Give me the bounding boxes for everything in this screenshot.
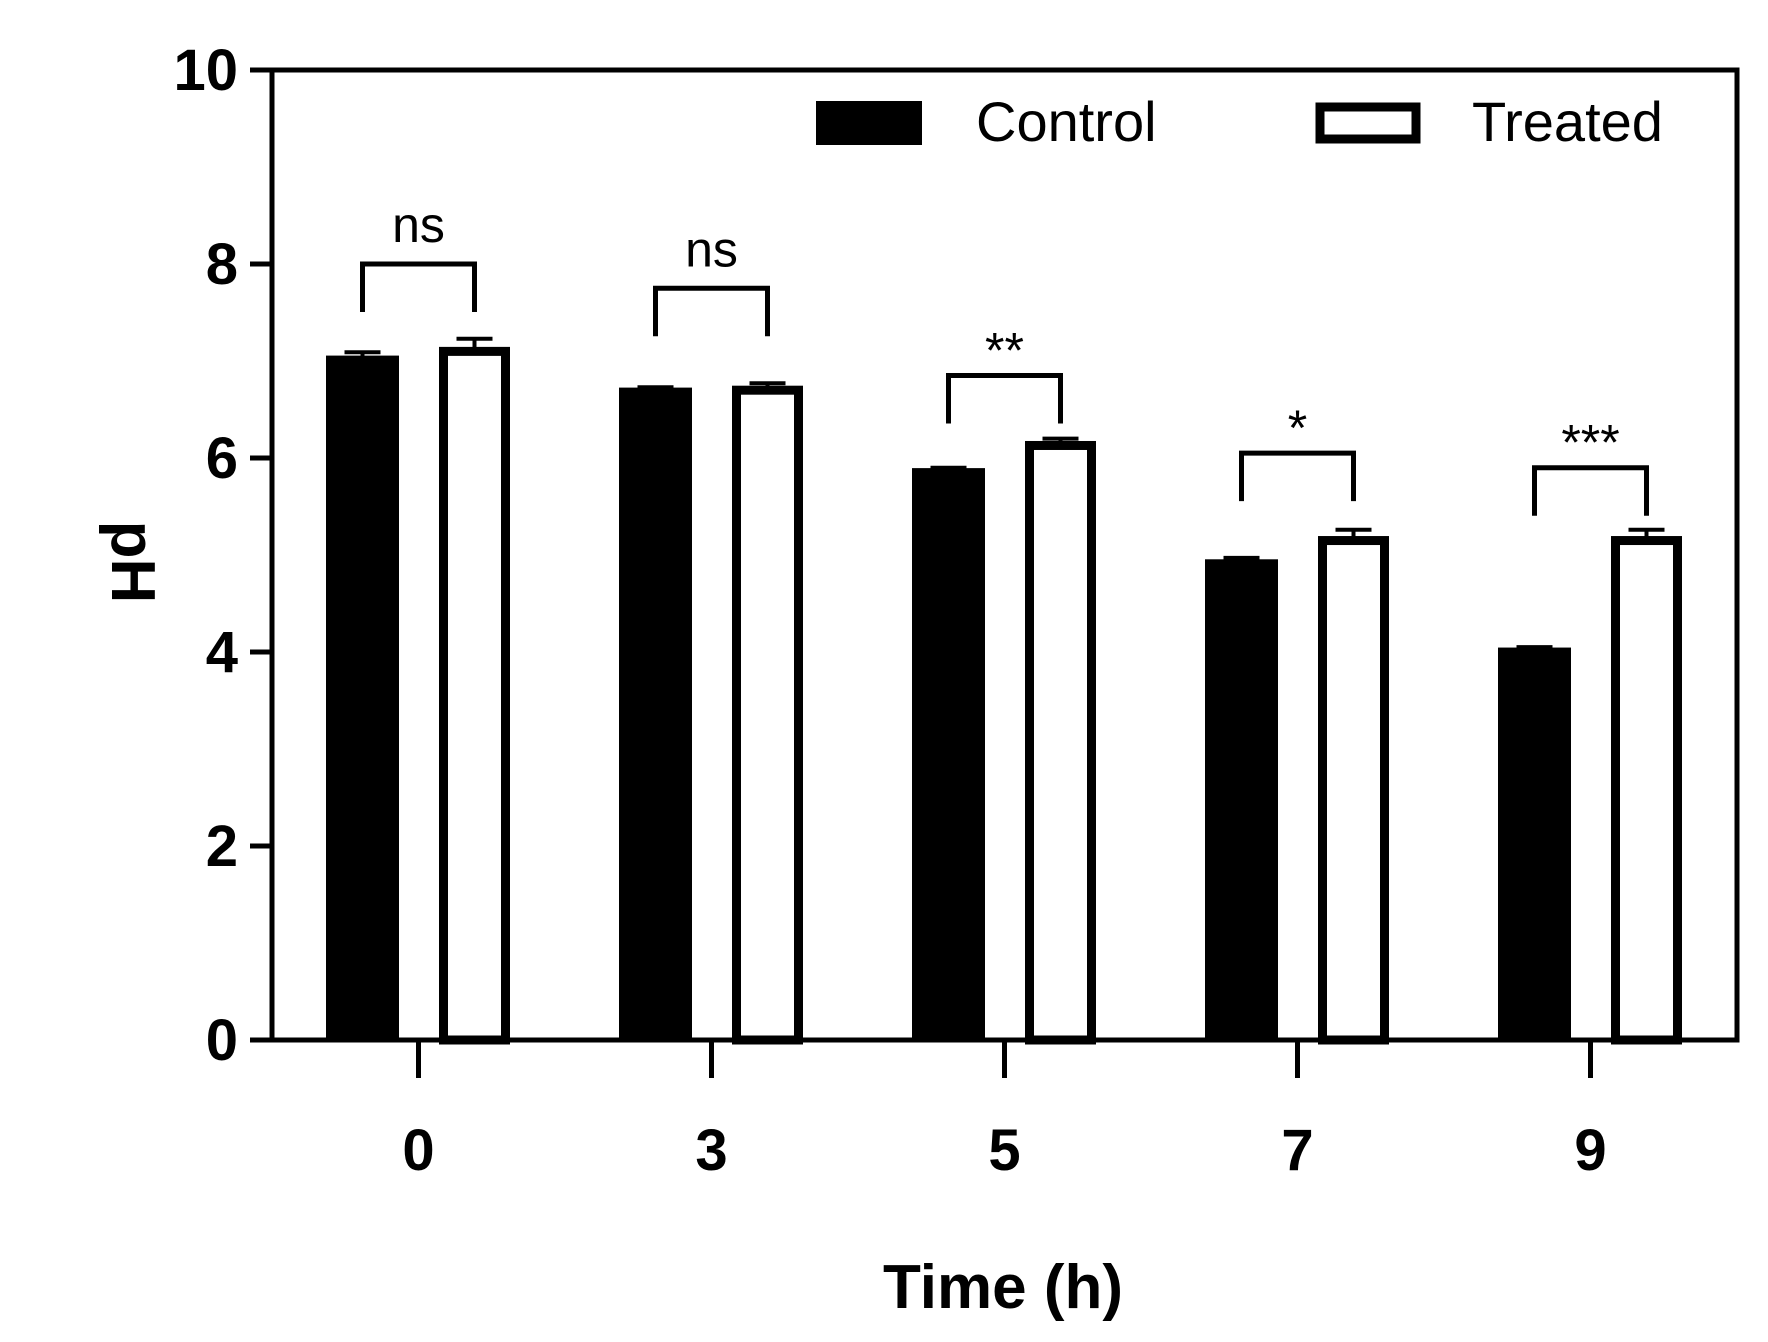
legend-control-label: Control [976,90,1157,153]
x-axis-title: Time (h) [883,1253,1123,1322]
treated-bar [1611,536,1682,1045]
legend: Control Treated [816,90,1663,153]
significance-label: *** [1561,415,1619,471]
control-bar [912,468,985,1043]
y-tick-label: 6 [206,426,238,491]
y-tick-label: 0 [206,1008,238,1073]
x-tick-label: 3 [695,1118,727,1183]
x-tick-label: 0 [402,1118,434,1183]
y-tick-label: 2 [206,814,238,879]
significance-bracket [653,285,770,337]
legend-control-swatch [816,101,922,145]
significance-label: ns [392,197,445,253]
significance-label: ** [985,323,1024,379]
control-bar [1205,559,1278,1043]
significance-bracket [1532,465,1649,516]
significance-label: ns [685,221,738,277]
y-tick-label: 4 [206,620,238,685]
y-axis-title: pH [98,521,167,604]
significance-label: * [1288,400,1307,456]
y-tick-label: 8 [206,232,238,297]
treated-bar [439,346,510,1045]
x-tick-label: 5 [988,1118,1020,1183]
treated-bar [1318,536,1389,1045]
x-tick-label: 7 [1281,1118,1313,1183]
significance-bracket [360,261,477,312]
y-tick-label: 10 [173,38,238,103]
x-tick-label: 9 [1574,1118,1606,1183]
treated-bar [732,385,803,1045]
legend-treated-swatch [1315,102,1421,144]
legend-treated-label: Treated [1472,90,1663,153]
control-bar [326,355,399,1043]
treated-bar [1025,440,1096,1045]
control-bar [619,387,692,1043]
control-bar [1498,647,1571,1043]
significance-bracket [1239,450,1356,502]
significance-bracket [946,373,1063,424]
